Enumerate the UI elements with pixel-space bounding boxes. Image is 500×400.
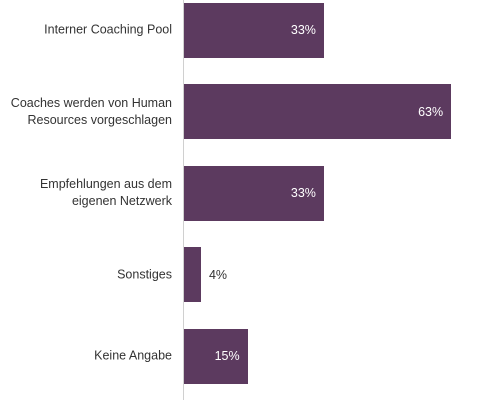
bar	[184, 165, 324, 221]
bar	[184, 328, 248, 384]
bar	[184, 2, 324, 58]
category-label: Empfehlungen aus dem eigenen Netzwerk	[39, 177, 172, 208]
category-label: Keine Angabe	[94, 348, 172, 363]
value-label: 15%	[214, 349, 240, 363]
category-label: Coaches werden von Human Resources vorge…	[10, 95, 172, 127]
bar	[184, 247, 201, 302]
value-label: 33%	[290, 23, 316, 37]
value-label: 4%	[208, 267, 228, 282]
bar	[184, 84, 452, 139]
category-axis	[183, 0, 184, 400]
value-label: 63%	[418, 104, 444, 119]
category-label: Interner Coaching Pool	[44, 22, 172, 37]
value-label: 33%	[290, 186, 316, 200]
category-label: Sonstiges	[117, 267, 172, 281]
